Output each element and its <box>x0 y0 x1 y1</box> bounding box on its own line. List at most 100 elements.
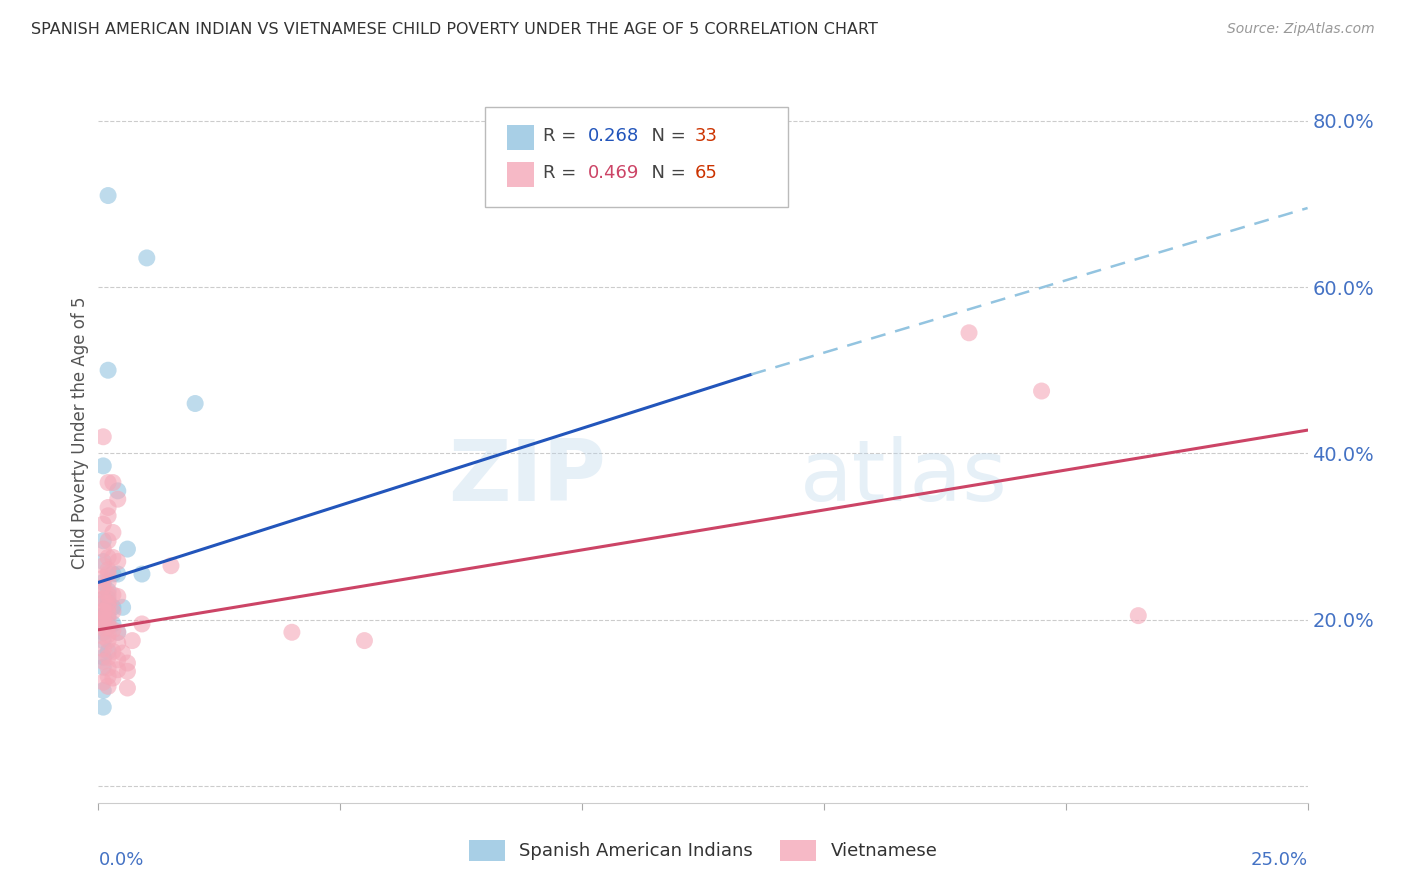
Point <box>91 654 114 668</box>
Text: SPANISH AMERICAN INDIAN VS VIETNAMESE CHILD POVERTY UNDER THE AGE OF 5 CORRELATI: SPANISH AMERICAN INDIAN VS VIETNAMESE CH… <box>31 22 877 37</box>
Point <box>97 600 120 615</box>
FancyBboxPatch shape <box>508 125 534 150</box>
Point <box>97 550 120 565</box>
Point <box>135 251 157 265</box>
Point <box>107 567 129 582</box>
Point <box>91 596 114 610</box>
Point <box>91 580 114 594</box>
Point <box>97 592 120 607</box>
Point <box>107 653 129 667</box>
Point <box>97 588 120 602</box>
Point <box>91 558 114 573</box>
Point <box>107 625 129 640</box>
Point <box>91 683 114 698</box>
Point <box>117 681 139 695</box>
Point <box>91 608 114 623</box>
Point <box>101 623 124 637</box>
Point <box>91 430 114 444</box>
Point <box>107 590 129 604</box>
Point <box>101 475 124 490</box>
Point <box>91 555 114 569</box>
Point <box>121 633 143 648</box>
Text: 0.268: 0.268 <box>588 128 640 145</box>
Point <box>1031 384 1053 398</box>
Point <box>97 533 120 548</box>
Point <box>91 616 114 631</box>
Text: 25.0%: 25.0% <box>1250 851 1308 869</box>
Point <box>91 592 114 607</box>
Point <box>91 611 114 625</box>
Point <box>117 656 139 670</box>
Point <box>91 592 114 607</box>
Point <box>117 542 139 557</box>
Point <box>281 625 304 640</box>
Point <box>91 608 114 623</box>
Point <box>101 644 124 658</box>
Y-axis label: Child Poverty Under the Age of 5: Child Poverty Under the Age of 5 <box>70 296 89 569</box>
Point <box>91 633 114 648</box>
Point <box>107 625 129 640</box>
Point <box>91 700 114 714</box>
Point <box>1128 608 1150 623</box>
Point <box>97 475 120 490</box>
Point <box>91 583 114 598</box>
Point <box>101 616 124 631</box>
Text: R =: R = <box>543 128 582 145</box>
Point <box>91 542 114 557</box>
Point <box>97 616 120 631</box>
Point <box>91 650 114 665</box>
Text: Source: ZipAtlas.com: Source: ZipAtlas.com <box>1227 22 1375 37</box>
Point <box>91 458 114 473</box>
Point <box>101 671 124 685</box>
FancyBboxPatch shape <box>485 107 787 207</box>
Point <box>91 613 114 627</box>
Text: 0.469: 0.469 <box>588 164 640 183</box>
Point <box>117 665 139 679</box>
Point <box>111 600 134 615</box>
Point <box>107 636 129 650</box>
Point <box>91 605 114 619</box>
Point <box>97 613 120 627</box>
Point <box>131 616 153 631</box>
Point <box>91 605 114 619</box>
Point <box>160 558 183 573</box>
Point <box>97 644 120 658</box>
Text: N =: N = <box>640 128 692 145</box>
Text: atlas: atlas <box>800 435 1008 518</box>
Point <box>97 583 120 598</box>
Point <box>97 606 120 620</box>
Point <box>101 567 124 582</box>
Point <box>97 661 120 675</box>
Point <box>91 621 114 635</box>
Point <box>353 633 375 648</box>
Point <box>97 596 120 610</box>
Point <box>97 508 120 523</box>
Point <box>91 675 114 690</box>
Point <box>107 483 129 498</box>
Point <box>101 525 124 540</box>
Text: R =: R = <box>543 164 582 183</box>
Point <box>91 629 114 643</box>
Point <box>131 567 153 582</box>
Point <box>91 660 114 674</box>
Point <box>111 646 134 660</box>
Point <box>97 188 120 202</box>
Point <box>97 500 120 515</box>
Point <box>97 650 120 665</box>
Point <box>97 619 120 633</box>
Point <box>97 669 120 683</box>
Point <box>91 616 114 631</box>
Point <box>101 605 124 619</box>
Point <box>107 663 129 677</box>
Text: 0.0%: 0.0% <box>98 851 143 869</box>
Point <box>97 575 120 590</box>
Point <box>91 575 114 590</box>
Point <box>107 555 129 569</box>
Point <box>97 628 120 642</box>
Point <box>97 363 120 377</box>
Text: 33: 33 <box>695 128 717 145</box>
Text: ZIP: ZIP <box>449 435 606 518</box>
Point <box>97 633 120 648</box>
Legend: Spanish American Indians, Vietnamese: Spanish American Indians, Vietnamese <box>461 832 945 868</box>
Text: N =: N = <box>640 164 692 183</box>
